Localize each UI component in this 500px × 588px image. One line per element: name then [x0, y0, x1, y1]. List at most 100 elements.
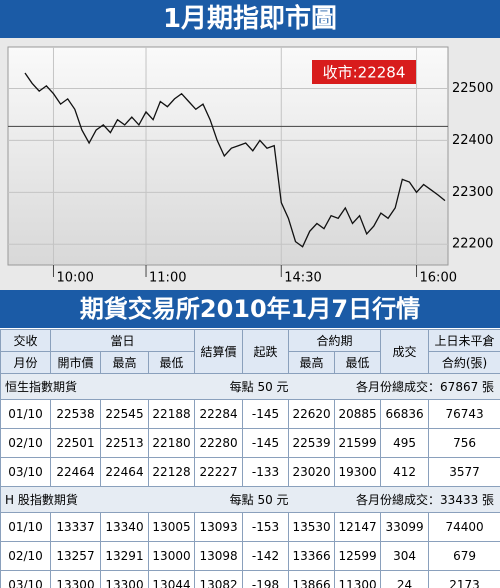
header: 交收 — [0, 329, 51, 352]
header: 合約(張) — [428, 351, 500, 374]
cell: 22284 — [194, 399, 244, 429]
cell: 13093 — [194, 512, 244, 542]
y-tick-label: 22400 — [452, 133, 493, 148]
cell: 13257 — [50, 541, 101, 571]
cell: -153 — [242, 512, 290, 542]
cell: 22280 — [194, 428, 244, 458]
cell: 03/10 — [0, 457, 51, 487]
cell: -198 — [242, 570, 290, 588]
cell: 22513 — [100, 428, 149, 458]
section-row: H 股指數期貨 每點 50 元各月份總成交：33433 張 — [0, 486, 500, 513]
cell: 13044 — [147, 570, 196, 588]
cell: 24 — [380, 570, 430, 588]
x-tick-label: 10:00 — [56, 271, 93, 286]
cell: 13000 — [147, 541, 196, 571]
data-row: 01/10 22538 22545 22188 22284 -145 22620 20885 6… — [0, 399, 500, 429]
cell: 13300 — [50, 570, 101, 588]
cell: 23020 — [288, 457, 336, 487]
cell: 2173 — [428, 570, 500, 588]
cell: 13340 — [100, 512, 149, 542]
x-tick-label: 14:30 — [284, 271, 321, 286]
y-tick-label: 22300 — [452, 185, 493, 200]
cell: -145 — [242, 428, 290, 458]
cell: 20885 — [334, 399, 382, 429]
data-row: 02/10 22501 22513 22180 22280 -145 22539 21599 4… — [0, 428, 500, 458]
x-tick-label: 11:00 — [149, 271, 186, 286]
cell: H 股指數期貨 — [0, 486, 149, 513]
cell: -145 — [242, 399, 290, 429]
cell: 33099 — [380, 512, 430, 542]
close-box — [312, 60, 416, 84]
cell: 22464 — [50, 457, 101, 487]
cell: 76743 — [428, 399, 500, 429]
cell: 02/10 — [0, 541, 51, 571]
cell: 22501 — [50, 428, 101, 458]
header: 結算價 — [194, 329, 244, 374]
cell: 01/10 — [0, 512, 51, 542]
cell: 19300 — [334, 457, 382, 487]
cell: 每點 50 元 — [148, 373, 289, 400]
cell: -133 — [242, 457, 290, 487]
table-title: 期貨交易所2010年1月7日行情 — [0, 290, 500, 328]
data-row: 03/10 13300 13300 13044 13082 -198 13866 11300 2… — [0, 570, 500, 588]
cell: 21599 — [334, 428, 382, 458]
cell: -142 — [242, 541, 290, 571]
header: 最低 — [147, 351, 196, 374]
cell: 01/10 — [0, 399, 51, 429]
data-row: 02/10 13257 13291 13000 13098 -142 13366 12599 3… — [0, 541, 500, 571]
data-row: 01/10 13337 13340 13005 13093 -153 13530 12147 3… — [0, 512, 500, 542]
header: 最低 — [334, 351, 382, 374]
cell: 每點 50 元 — [148, 486, 289, 513]
cell: 13866 — [288, 570, 336, 588]
header: 最高 — [288, 351, 336, 374]
cell: 22227 — [194, 457, 244, 487]
cell: 各月份總成交：33433 張 — [288, 486, 500, 513]
cell: 22128 — [147, 457, 196, 487]
cell: 679 — [428, 541, 500, 571]
cell: 22464 — [100, 457, 149, 487]
header: 起跌 — [242, 329, 290, 374]
cell: 756 — [428, 428, 500, 458]
cell: 22188 — [147, 399, 196, 429]
cell: 02/10 — [0, 428, 51, 458]
cell: 495 — [380, 428, 430, 458]
cell: 12599 — [334, 541, 382, 571]
chart-title: 1月期指即市圖 — [0, 0, 500, 38]
header: 上日未平倉 — [428, 329, 500, 352]
section-row: 恒生指數期貨 每點 50 元各月份總成交：67867 張 — [0, 373, 500, 400]
cell: 22538 — [50, 399, 101, 429]
chart: 22200 22300 22400 22500 10:00 11:00 14:30 16:00… — [0, 38, 500, 290]
header: 當日 — [49, 329, 196, 352]
header: 開市價 — [50, 351, 101, 374]
cell: 13300 — [100, 570, 149, 588]
cell: 66836 — [380, 399, 430, 429]
cell: 412 — [380, 457, 430, 487]
cell: 22180 — [147, 428, 196, 458]
cell: 13366 — [288, 541, 336, 571]
cell: 12147 — [334, 512, 382, 542]
cell: 22620 — [288, 399, 336, 429]
cell: 03/10 — [0, 570, 51, 588]
cell: 74400 — [428, 512, 500, 542]
close-label: 收市:22284 — [323, 64, 406, 82]
cell: 22539 — [288, 428, 336, 458]
cell: 13337 — [50, 512, 101, 542]
cell: 各月份總成交：67867 張 — [288, 373, 500, 400]
quote-table: 交收 當日 結算價 起跌 合約期 成交 上日未平倉 月份 開市價 最高 最低 最… — [0, 329, 500, 588]
y-tick-label: 22500 — [452, 81, 493, 96]
header: 最高 — [100, 351, 149, 374]
data-row: 03/10 22464 22464 22128 22227 -133 23020 19300 4… — [0, 457, 500, 487]
header: 合約期 — [288, 329, 382, 352]
header: 月份 — [0, 351, 51, 374]
cell: 13098 — [194, 541, 244, 571]
cell: 11300 — [334, 570, 382, 588]
header: 成交 — [380, 329, 430, 374]
cell: 13082 — [194, 570, 244, 588]
cell: 304 — [380, 541, 430, 571]
price-line — [24, 72, 446, 248]
cell: 恒生指數期貨 — [0, 373, 149, 400]
cell: 13291 — [100, 541, 149, 571]
cell: 22545 — [100, 399, 149, 429]
y-tick-label: 22200 — [452, 237, 493, 252]
x-tick-label: 16:00 — [420, 271, 457, 286]
